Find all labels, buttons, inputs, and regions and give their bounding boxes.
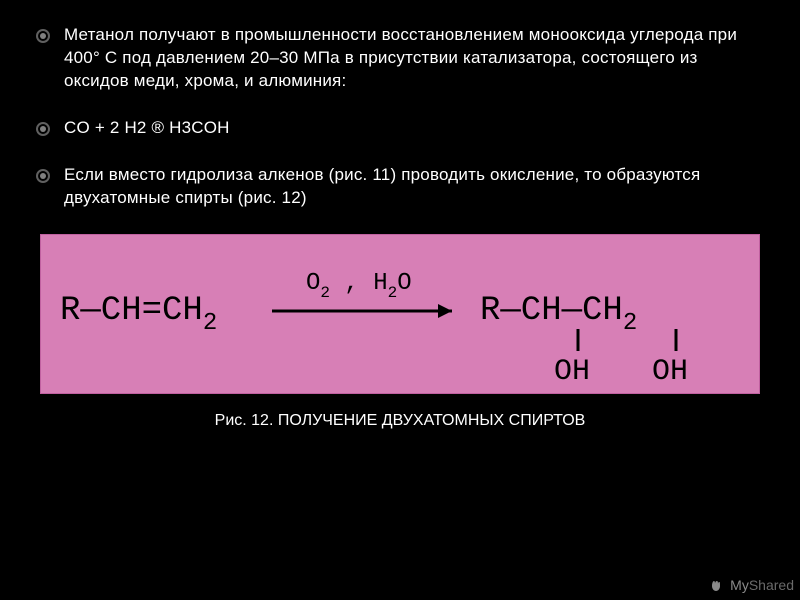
bullet-3: Если вместо гидролиза алкенов (рис. 11) … xyxy=(36,164,764,210)
reaction-svg: R—CH=CH2 O2 , H2O R—CH—CH2 OH OH xyxy=(50,239,750,389)
figure-caption: Рис. 12. ПОЛУЧЕНИЕ ДВУХАТОМНЫХ СПИРТОВ xyxy=(36,412,764,430)
bullet-marker-icon xyxy=(36,122,50,136)
watermark: MyShared xyxy=(708,577,794,596)
slide: Метанол получают в промышленности восста… xyxy=(0,0,800,450)
bullet-1: Метанол получают в промышленности восста… xyxy=(36,24,764,93)
bullet-3-text: Если вместо гидролиза алкенов (рис. 11) … xyxy=(64,164,764,210)
product-oh-2: OH xyxy=(652,355,688,389)
hand-icon xyxy=(708,577,724,596)
watermark-shared: Shared xyxy=(749,577,794,593)
watermark-my: My xyxy=(730,577,749,593)
reactant-text: R—CH=CH2 xyxy=(60,292,217,337)
bullet-marker-icon xyxy=(36,29,50,43)
reaction-arrow-head-icon xyxy=(438,304,452,318)
reaction-diagram: R—CH=CH2 O2 , H2O R—CH—CH2 OH OH xyxy=(40,234,760,394)
bullet-1-text: Метанол получают в промышленности восста… xyxy=(64,24,764,93)
product-backbone: R—CH—CH2 xyxy=(480,292,637,337)
product-oh-1: OH xyxy=(554,355,590,389)
bullet-2: CO + 2 H2 ® H3COH xyxy=(36,117,764,140)
reaction-conditions: O2 , H2O xyxy=(306,270,412,302)
bullet-marker-icon xyxy=(36,169,50,183)
bullet-2-text: CO + 2 H2 ® H3COH xyxy=(64,117,230,140)
